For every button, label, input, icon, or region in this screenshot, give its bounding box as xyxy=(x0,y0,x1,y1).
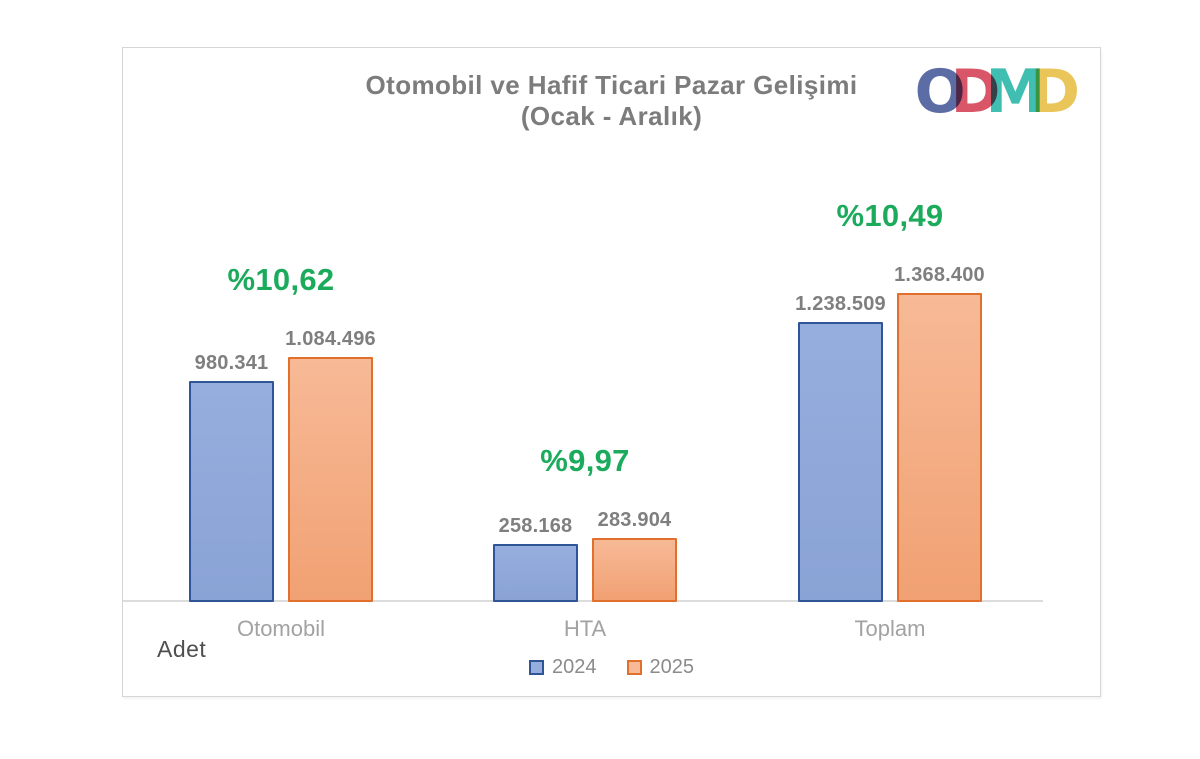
chart-legend: 2024 2025 xyxy=(123,656,1100,679)
legend-item-2024: 2024 xyxy=(529,656,597,679)
bar-2025-hta xyxy=(592,538,677,602)
change-percent-label-otomobil: %10,62 xyxy=(227,262,335,297)
x-axis-label-toplam: Toplam xyxy=(854,616,926,641)
change-percent-label-toplam: %10,49 xyxy=(836,198,944,233)
change-percent-label-hta: %9,97 xyxy=(540,443,630,478)
chart-title-line2: (Ocak - Aralık) xyxy=(520,101,703,131)
logo-letter-d-1: D xyxy=(950,57,1001,127)
y-axis-unit-label: Adet xyxy=(157,636,207,662)
logo-letter-o-0: O xyxy=(914,57,966,127)
x-axis-label-otomobil: Otomobil xyxy=(236,616,326,641)
bar-2024-toplam xyxy=(798,322,883,602)
legend-item-2025: 2025 xyxy=(626,656,695,679)
chart-title: Otomobil ve Hafif Ticari Pazar Gelişimi … xyxy=(123,70,1100,132)
value-label-2025-hta: 283.904 xyxy=(597,509,672,531)
bar-2025-otomobil xyxy=(288,357,373,602)
chart-plot: 980.341 1.084.496 %10,62 Otomobil 258.168 283… xyxy=(123,48,1100,696)
bar-2025-toplam xyxy=(897,293,982,602)
value-label-2025-toplam: 1.368.400 xyxy=(894,264,985,286)
bar-2024-otomobil xyxy=(189,381,274,602)
value-label-2024-toplam: 1.238.509 xyxy=(795,293,886,315)
logo-letter-m-2: M xyxy=(985,57,1046,127)
legend-label-2025: 2025 xyxy=(649,656,695,678)
value-label-2024-hta: 258.168 xyxy=(498,515,573,537)
chart-title-line1: Otomobil ve Hafif Ticari Pazar Gelişimi xyxy=(365,70,858,100)
value-label-2024-otomobil: 980.341 xyxy=(194,352,269,374)
logo-letter-d-3: D xyxy=(1030,57,1080,127)
chart-card: Otomobil ve Hafif Ticari Pazar Gelişimi … xyxy=(122,47,1101,697)
x-axis-label-hta: HTA xyxy=(563,616,607,641)
legend-label-2024: 2024 xyxy=(552,656,597,678)
legend-swatch-2025 xyxy=(626,660,642,675)
bar-2024-hta xyxy=(493,544,578,602)
value-label-2025-otomobil: 1.084.496 xyxy=(285,328,376,350)
legend-swatch-2024 xyxy=(529,660,544,675)
x-axis-line xyxy=(123,600,1043,602)
